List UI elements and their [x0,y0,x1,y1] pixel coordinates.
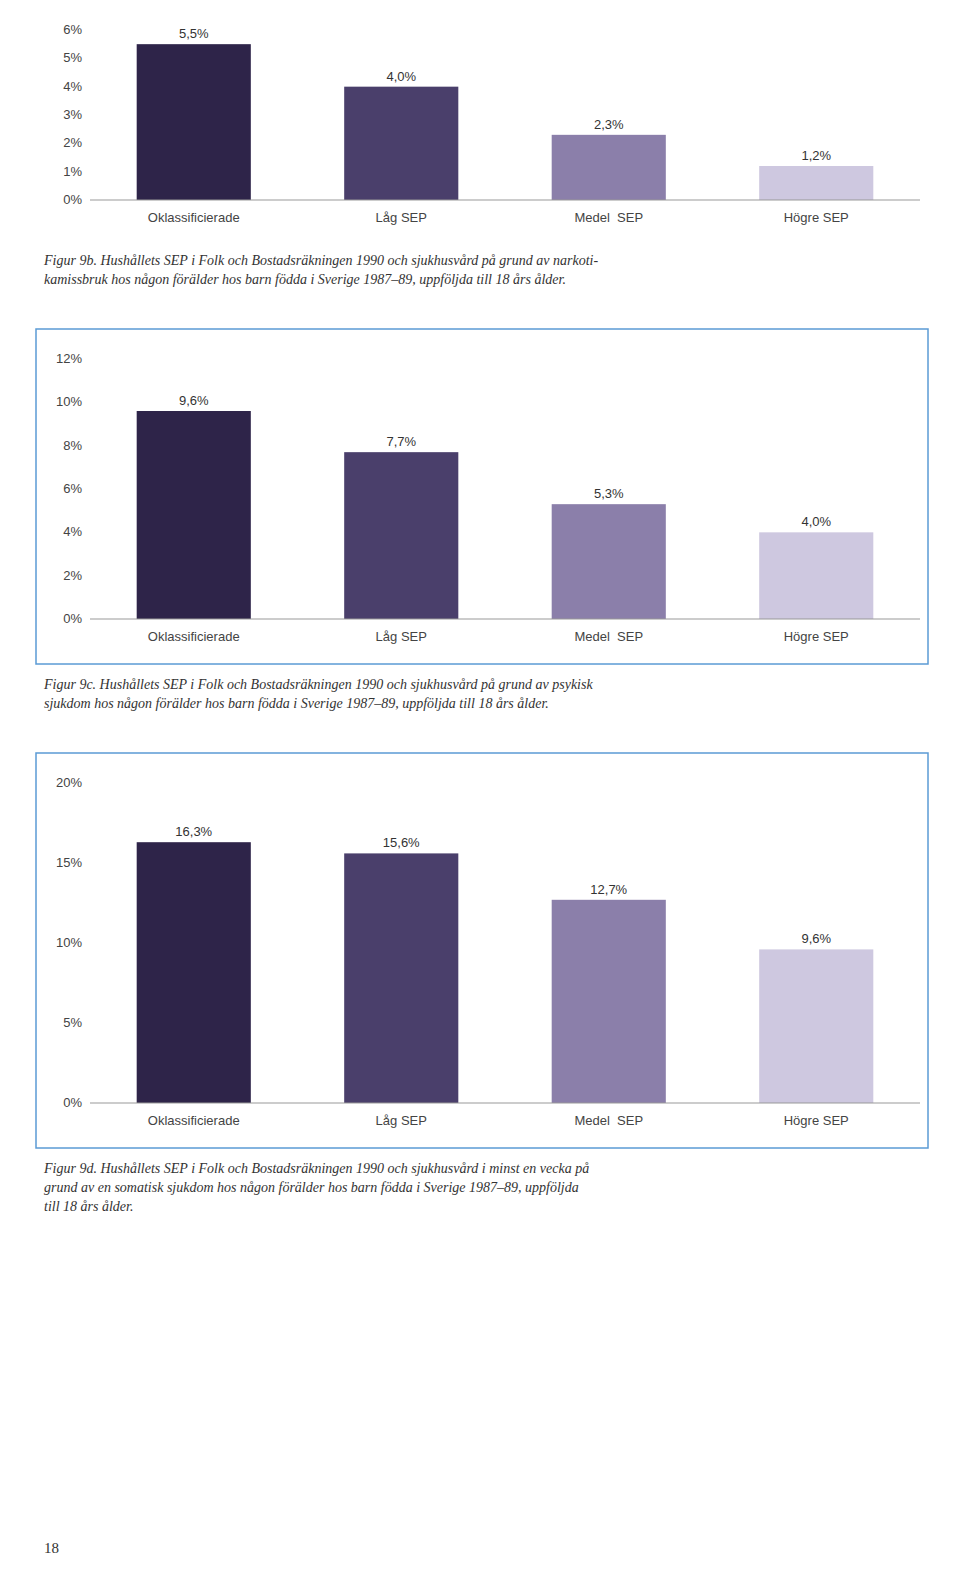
bar [759,166,873,200]
x-tick-label: Medel SEP [574,629,643,644]
bar [552,504,666,619]
data-label: 12,7% [590,882,627,897]
x-tick-label: Låg SEP [376,629,427,644]
data-label: 4,0% [801,514,831,529]
x-axis-line [90,1103,920,1104]
data-label: 4,0% [386,69,416,84]
bars [137,842,874,1103]
y-tick-label: 5% [63,1015,82,1030]
bar [137,842,251,1103]
x-axis-line [90,619,920,620]
bar [552,135,666,200]
chart: 0% 1% 2% 3% 4% 5% 6% 5,5% 4,0% 2,3% 1,2% Oklassific… [43,22,920,287]
y-tick-label: 0% [63,1095,82,1110]
caption: Figur 9c. Hushållets SEP i Folk och Bost… [43,677,593,711]
bars [137,411,874,619]
bar [137,411,251,619]
caption-line: Figur 9d. Hushållets SEP i Folk och Bost… [43,1161,589,1176]
y-tick-label: 6% [63,22,82,37]
bar [759,532,873,619]
x-tick-label: Oklassificierade [148,629,240,644]
y-tick-label: 10% [56,394,82,409]
y-tick-label: 2% [63,568,82,583]
x-tick-label: Högre SEP [784,629,849,644]
chart-border [36,329,928,664]
y-tick-label: 4% [63,79,82,94]
y-tick-label: 3% [63,107,82,122]
chart: 0% 5% 10% 15% 20% 16,3% 15,6% 12,7% 9,6% Oklassif… [36,753,928,1214]
data-label: 5,3% [594,486,624,501]
bar [552,900,666,1103]
data-label: 5,5% [179,26,209,41]
bars [137,44,874,200]
x-tick-label: Högre SEP [784,210,849,225]
y-tick-label: 1% [63,164,82,179]
y-tick-label: 0% [63,192,82,207]
bar [344,853,458,1103]
caption-line: till 18 års ålder. [44,1199,133,1214]
caption-line: grund av en somatisk sjukdom hos någon f… [44,1180,579,1195]
y-tick-label: 10% [56,935,82,950]
page: 0% 1% 2% 3% 4% 5% 6% 5,5% 4,0% 2,3% 1,2% Oklassific… [0,0,960,1578]
data-label: 2,3% [594,117,624,132]
bar [344,87,458,200]
data-label: 16,3% [175,824,212,839]
caption-line: kamissbruk hos någon förälder hos barn f… [44,272,566,287]
x-tick-label: Högre SEP [784,1113,849,1128]
y-tick-label: 2% [63,135,82,150]
caption-line: Figur 9c. Hushållets SEP i Folk och Bost… [43,677,593,692]
chart-border [36,753,928,1148]
x-tick-label: Oklassificierade [148,210,240,225]
y-tick-label: 4% [63,524,82,539]
chart: 0% 2% 4% 6% 8% 10% 12% 9,6% 7,7% 5,3% 4,0% Oklassif… [36,329,928,711]
caption-line: sjukdom hos någon förälder hos barn född… [44,696,549,711]
x-axis-line [90,200,920,201]
y-tick-label: 15% [56,855,82,870]
y-tick-label: 5% [63,50,82,65]
x-tick-label: Låg SEP [376,1113,427,1128]
bar [759,949,873,1103]
y-tick-label: 6% [63,481,82,496]
caption-line: Figur 9b. Hushållets SEP i Folk och Bost… [43,253,598,268]
data-label: 9,6% [179,393,209,408]
bar [137,44,251,200]
data-label: 9,6% [801,931,831,946]
data-label: 15,6% [383,835,420,850]
page-number: 18 [44,1540,59,1556]
x-tick-label: Medel SEP [574,1113,643,1128]
x-tick-label: Låg SEP [376,210,427,225]
data-label: 7,7% [386,434,416,449]
y-tick-label: 20% [56,775,82,790]
x-tick-label: Medel SEP [574,210,643,225]
y-tick-label: 8% [63,438,82,453]
caption: Figur 9d. Hushållets SEP i Folk och Bost… [43,1161,589,1214]
caption: Figur 9b. Hushållets SEP i Folk och Bost… [43,253,598,287]
y-tick-label: 12% [56,351,82,366]
x-tick-label: Oklassificierade [148,1113,240,1128]
y-tick-label: 0% [63,611,82,626]
data-label: 1,2% [801,148,831,163]
bar [344,452,458,619]
